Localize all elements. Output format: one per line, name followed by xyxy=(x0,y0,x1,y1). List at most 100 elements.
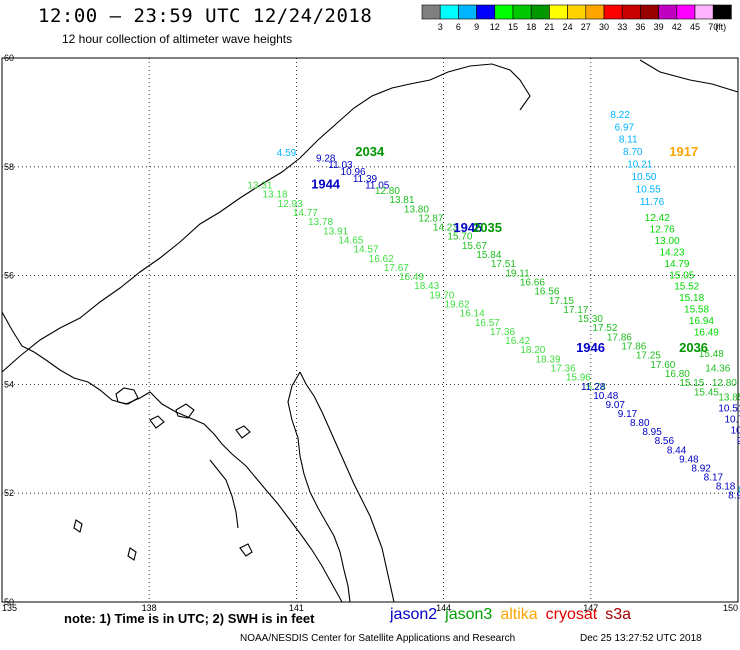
wave-height-value: 12.42 xyxy=(645,213,670,224)
wave-height-value: 13.18 xyxy=(262,190,287,201)
wave-height-value: 8.92 xyxy=(691,463,711,474)
wave-height-value: 10.39 xyxy=(731,425,740,436)
wave-height-value: 15.58 xyxy=(684,305,709,316)
satellite-legend: jason2 jason3 altika cryosat s3a xyxy=(390,606,639,624)
wave-height-value: 15.18 xyxy=(679,293,704,304)
wave-height-value: 11.05 xyxy=(365,181,390,192)
colorbar-swatch xyxy=(512,4,532,20)
colorbar-tick-label: 9 xyxy=(474,22,479,32)
wave-height-value: 9.17 xyxy=(618,409,638,420)
colorbar-tick-label: 36 xyxy=(635,22,645,32)
track-jason3-2035: 12.8013.8113.8012.8714.2315.7015.6715.84… xyxy=(375,186,719,398)
colorbar-tick-label: 42 xyxy=(672,22,682,32)
wave-height-value: 16.94 xyxy=(689,316,714,327)
track-jason3-1917b: 12.4212.7613.0014.2314.7915.0515.5215.18… xyxy=(645,213,720,338)
wave-height-value: 15.67 xyxy=(462,241,487,252)
colorbar-swatch xyxy=(585,4,605,20)
colorbar-swatch xyxy=(494,4,514,20)
wave-height-value: 10.50 xyxy=(631,172,656,183)
longitude-label: 144 xyxy=(436,603,451,613)
longitude-label: 150 xyxy=(723,603,738,613)
wave-height-value: 16.80 xyxy=(665,369,690,380)
wave-height-value: 17.86 xyxy=(621,342,646,353)
wave-height-value: 11.76 xyxy=(640,197,665,208)
latitude-label: 52 xyxy=(4,488,14,498)
wave-height-value: 16.42 xyxy=(505,336,530,347)
colorbar-swatch xyxy=(621,4,641,20)
colorbar-swatch xyxy=(458,4,477,20)
wave-height-value: 17.25 xyxy=(636,351,661,362)
wave-height-value: 17.51 xyxy=(491,259,516,270)
wave-height-value: 10.96 xyxy=(341,167,366,178)
track-jason3-2034b: 13.3113.1812.9314.7713.7813.9114.6514.57… xyxy=(247,181,606,393)
colorbar-tick-label: 45 xyxy=(690,22,700,32)
colorbar-tick-label: 30 xyxy=(599,22,609,32)
wave-height-value: 19.70 xyxy=(429,290,454,301)
wave-height-value: 8.56 xyxy=(655,436,675,447)
wave-height-value: 8.19 xyxy=(738,485,740,496)
colorbar-tick-label: 21 xyxy=(544,22,554,32)
wave-height-value: 14.77 xyxy=(293,208,318,219)
colorbar-swatch xyxy=(694,4,714,20)
longitude-label: 147 xyxy=(583,603,598,613)
coastline-okhotsk-north xyxy=(1,63,531,373)
wave-height-value: 17.15 xyxy=(549,296,574,307)
colorbar-swatch xyxy=(567,4,587,20)
colorbar-tick-label: 27 xyxy=(581,22,591,32)
graticule xyxy=(2,58,738,602)
pass-time-label: 1945 xyxy=(453,220,482,235)
wave-height-value: 8.92 xyxy=(728,491,740,502)
longitude-labels: 135 138 141 144 147 150 xyxy=(2,603,738,613)
track-time-labels: 2034194419452035191719462036191619 xyxy=(311,144,708,355)
latitude-label: 54 xyxy=(4,379,14,389)
wave-height-value: 17.67 xyxy=(384,263,409,274)
wave-height-value: 16.56 xyxy=(534,287,559,298)
wave-height-value: 17.86 xyxy=(607,332,632,343)
colorbar-tick-label: 6 xyxy=(456,22,461,32)
wave-height-value: 15.15 xyxy=(679,378,704,389)
page-title: 12:00 – 23:59 UTC 12/24/2018 xyxy=(38,5,373,27)
wave-height-value: 13.81 xyxy=(389,195,414,206)
colorbar-swatch xyxy=(439,4,459,20)
wave-height-value: 14.79 xyxy=(664,259,689,270)
wave-height-value: 14.36 xyxy=(705,364,730,375)
colorbar-swatch xyxy=(640,4,659,20)
wave-height-value: 11.39 xyxy=(353,174,378,185)
wave-height-value: 8.44 xyxy=(667,445,687,456)
wave-height-value: 10.55 xyxy=(636,184,661,195)
generation-timestamp: Dec 25 13:27:52 UTC 2018 xyxy=(580,633,702,644)
wave-height-value: 15.45 xyxy=(694,387,719,398)
wave-height-value: 15.84 xyxy=(476,250,501,261)
wave-height-value: 14.23 xyxy=(659,247,684,258)
page-subtitle: 12 hour collection of altimeter wave hei… xyxy=(62,32,293,46)
wave-height-value: 11.03 xyxy=(328,160,353,171)
wave-height-value: 9.28 xyxy=(316,153,336,164)
colorbar-ticks: 3 6 9 12 15 18 21 24 27 30 33 36 39 42 45 70(ft) xyxy=(438,22,727,32)
wave-height-value: 18.39 xyxy=(535,354,560,365)
footnote: note: 1) Time is in UTC; 2) SWH is in fe… xyxy=(64,611,315,626)
wave-height-value: 19.11 xyxy=(505,268,530,279)
coastline-amur-bay xyxy=(73,459,253,561)
colorbar-swatch xyxy=(676,4,696,20)
wave-height-value: 12.80 xyxy=(375,186,400,197)
wave-height-value: 12.87 xyxy=(418,213,443,224)
wave-height-value: 8.11 xyxy=(619,135,638,146)
pass-time-label: 2036 xyxy=(679,340,708,355)
legend-s3a: s3a xyxy=(605,606,632,623)
legend-altika: altika xyxy=(500,606,538,623)
wave-height-value: 12.76 xyxy=(650,225,675,236)
colorbar-tick-label: 15 xyxy=(508,22,518,32)
wave-height-value: 8.70 xyxy=(623,147,643,158)
credit-line: NOAA/NESDIS Center for Satellite Applica… xyxy=(240,633,516,644)
coastline-sakhalin xyxy=(287,371,395,603)
wave-height-value: 13.78 xyxy=(308,217,333,228)
wave-height-value: 17.52 xyxy=(592,323,617,334)
pass-time-label: 1944 xyxy=(311,177,341,192)
wave-height-value: 14.65 xyxy=(338,235,363,246)
wave-height-value: 18.43 xyxy=(414,281,439,292)
latitude-labels: 60 58 56 54 52 50 xyxy=(4,53,14,607)
wave-height-value: 10.71 xyxy=(725,414,740,425)
